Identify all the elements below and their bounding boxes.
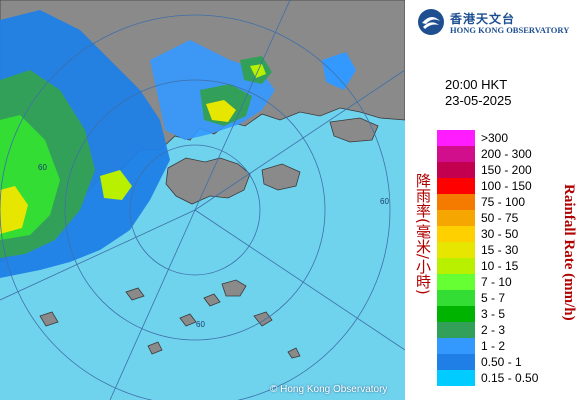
legend-row: 10 - 15	[437, 258, 577, 274]
legend-row: 3 - 5	[437, 306, 577, 322]
radial-line-1	[194, 69, 405, 211]
legend-range-label: 200 - 300	[481, 147, 532, 161]
legend-row: 75 - 100	[437, 194, 577, 210]
legend-range-label: 3 - 5	[481, 307, 506, 321]
ring-label: 60	[38, 163, 47, 172]
legend-range-label: 2 - 3	[481, 323, 506, 337]
legend-range-label: >300	[481, 131, 509, 145]
legend-row: >300	[437, 130, 577, 146]
legend-swatch	[437, 194, 475, 210]
land-island-s6	[179, 313, 197, 327]
legend-swatch	[437, 242, 475, 258]
legend-range-label: 150 - 200	[481, 163, 532, 177]
echo-far-ne	[322, 52, 356, 90]
range-rings	[0, 0, 405, 400]
land-island-s1	[221, 279, 247, 297]
legend-row: 5 - 7	[437, 290, 577, 306]
land-island-s7	[147, 341, 163, 355]
legend-range-label: 0.15 - 0.50	[481, 371, 539, 385]
legend-row: 50 - 75	[437, 210, 577, 226]
legend-row: 100 - 150	[437, 178, 577, 194]
echo-north-core	[206, 100, 236, 122]
legend-range-label: 10 - 15	[481, 259, 519, 273]
radar-map: 60 60 60 © Hong Kong Observatory	[0, 0, 405, 400]
legend-panel: 香港天文台 HONG KONG OBSERVATORY 20:00 HKT 23…	[405, 0, 577, 400]
radial-line-4	[0, 209, 196, 301]
echo-west-core	[0, 186, 28, 234]
legend-swatch	[437, 322, 475, 338]
ring-label: 60	[196, 320, 205, 329]
legend-row: 1 - 2	[437, 338, 577, 354]
legend-swatch	[437, 274, 475, 290]
land-island-s2	[203, 293, 221, 307]
legend-range-label: 50 - 75	[481, 211, 519, 225]
legend-swatch	[437, 162, 475, 178]
legend-range-label: 30 - 50	[481, 227, 519, 241]
legend-range-label: 1 - 2	[481, 339, 506, 353]
land-island-east	[261, 163, 301, 191]
rainfall-legend: >300 200 - 300 150 - 200 100 - 150 75 - 100 5…	[437, 130, 577, 386]
legend-row: 15 - 30	[437, 242, 577, 258]
legend-row: 30 - 50	[437, 226, 577, 242]
legend-row: 0.50 - 1	[437, 354, 577, 370]
legend-swatch	[437, 370, 475, 386]
observatory-emblem-icon	[418, 9, 444, 35]
legend-swatch	[437, 178, 475, 194]
legend-row: 200 - 300	[437, 146, 577, 162]
land-island-ne	[329, 117, 379, 143]
echo-mid-core	[100, 170, 132, 200]
legend-range-label: 100 - 150	[481, 179, 532, 193]
observatory-name-zh: 香港天文台	[450, 12, 516, 26]
legend-range-label: 15 - 30	[481, 243, 519, 257]
ring-label: 60	[380, 197, 389, 206]
legend-range-label: 5 - 7	[481, 291, 506, 305]
legend-swatch	[437, 258, 475, 274]
legend-swatch	[437, 306, 475, 322]
legend-swatch	[437, 130, 475, 146]
legend-swatch	[437, 226, 475, 242]
ring-labels: 60 60 60	[38, 163, 389, 329]
legend-swatch	[437, 210, 475, 226]
range-ring-inner	[129, 144, 261, 276]
radial-line-2	[194, 209, 405, 351]
legend-range-label: 7 - 10	[481, 275, 512, 289]
land-island-s3	[253, 311, 273, 327]
radar-layer: 60 60 60	[0, 0, 405, 400]
copyright-text: © Hong Kong Observatory	[270, 384, 388, 395]
legend-row: 150 - 200	[437, 162, 577, 178]
legend-swatch	[437, 146, 475, 162]
observatory-name-en: HONG KONG OBSERVATORY	[450, 25, 570, 35]
legend-title-zh: 降雨率(毫米/小時)	[414, 173, 432, 295]
timestamp-time: 20:00 HKT	[445, 77, 508, 92]
range-ring-middle	[64, 79, 326, 341]
radial-line-5	[194, 0, 291, 211]
legend-range-label: 75 - 100	[481, 195, 526, 209]
range-ring-outer	[0, 14, 391, 400]
observatory-logo: 香港天文台 HONG KONG OBSERVATORY	[417, 8, 577, 38]
legend-swatch	[437, 338, 475, 354]
land-island-s4	[125, 287, 145, 301]
legend-row: 0.15 - 0.50	[437, 370, 577, 386]
legend-range-label: 0.50 - 1	[481, 355, 522, 369]
legend-title-en: Rainfall Rate (mm/h)	[561, 184, 577, 321]
land-island-s8	[287, 347, 301, 359]
legend-swatch	[437, 354, 475, 370]
rain-echo-layer	[0, 10, 356, 278]
legend-swatch	[437, 290, 475, 306]
radial-line-3	[109, 209, 196, 400]
timestamp-date: 23-05-2025	[445, 93, 512, 108]
legend-row: 2 - 3	[437, 322, 577, 338]
land-island-s5	[39, 311, 59, 327]
legend-row: 7 - 10	[437, 274, 577, 290]
